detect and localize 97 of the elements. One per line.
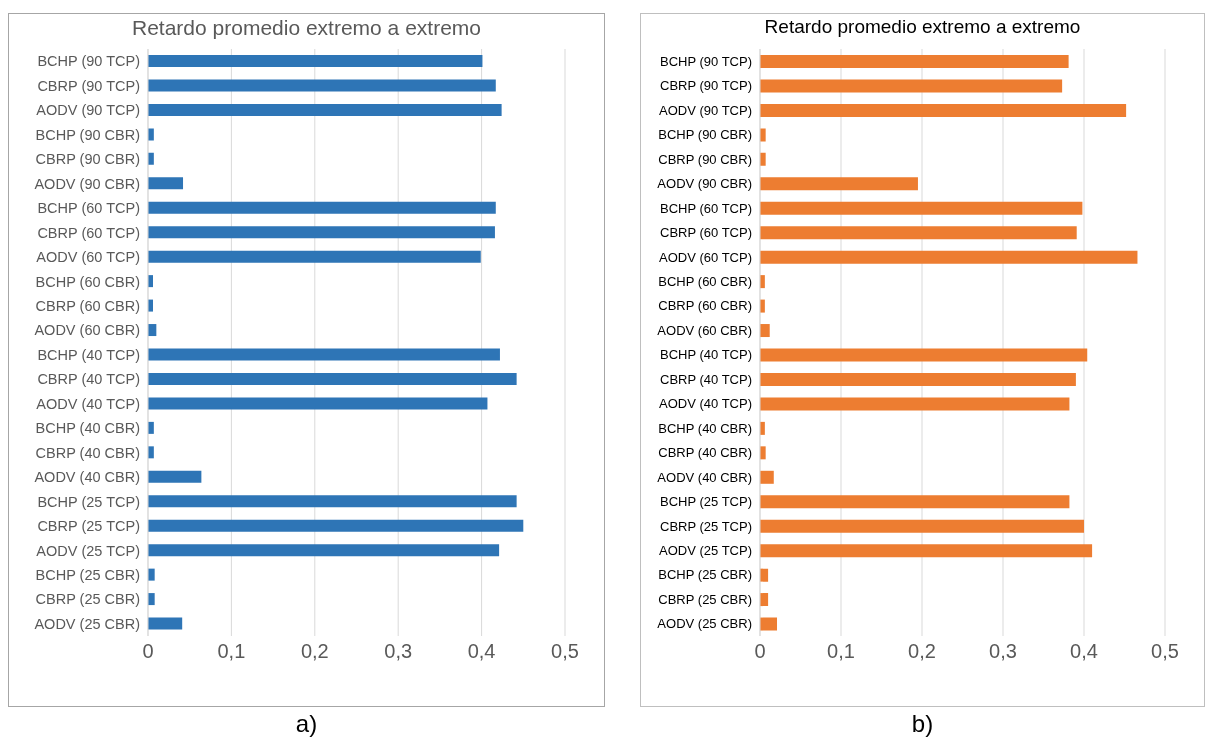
bar [760,397,1070,411]
y-tick-label: CBRP (60 TCP) [660,225,752,241]
y-tick-label: AODV (40 CBR) [34,469,140,486]
y-tick-label: CBRP (25 TCP) [37,518,140,535]
y-tick-label: BCHP (60 TCP) [37,200,140,217]
x-tick-label: 0,2 [908,640,936,663]
chart-title: Retardo promedio extremo a extremo [763,16,1082,38]
y-tick-label: CBRP (25 CBR) [35,591,140,608]
y-tick-label: BCHP (40 TCP) [660,347,752,363]
y-tick-label: AODV (90 CBR) [657,176,752,192]
bar [148,177,184,190]
bar [760,201,1083,215]
bar [148,372,517,385]
y-tick-label: BCHP (60 TCP) [660,200,752,216]
x-tick-label: 0,1 [827,640,855,663]
bar [760,324,770,338]
y-tick-label: CBRP (90 CBR) [658,151,752,167]
bar [148,79,496,92]
y-tick-label: BCHP (40 CBR) [658,420,752,436]
bar [148,226,495,239]
bar [760,348,1088,362]
bar [148,544,500,557]
y-tick-label: AODV (60 CBR) [34,322,140,339]
y-tick-label: BCHP (90 TCP) [37,53,140,70]
y-tick-label: CBRP (90 CBR) [35,151,140,168]
bar [760,495,1070,509]
bar [148,593,155,606]
y-tick-label: BCHP (25 CBR) [35,567,140,583]
y-tick-label: CBRP (25 CBR) [658,591,752,607]
y-tick-label: AODV (40 TCP) [659,396,752,412]
bar [760,470,774,484]
x-tick-label: 0,1 [217,640,246,663]
y-tick-label: AODV (25 CBR) [657,616,752,632]
bar [148,617,183,630]
bar [760,226,1077,240]
bar [760,177,918,191]
y-tick-label: AODV (60 CBR) [657,322,752,338]
y-tick-label: CBRP (90 TCP) [37,77,140,94]
text: b) [910,710,935,738]
y-tick-label: AODV (25 CBR) [34,615,140,632]
x-tick-label: 0,5 [551,640,579,663]
y-tick-label: CBRP (40 TCP) [660,371,752,387]
y-tick-label: CBRP (60 CBR) [658,298,752,314]
bar [760,55,1069,68]
bar [760,544,1093,558]
y-tick-label: AODV (60 TCP) [659,249,752,265]
text: a) [294,710,319,738]
y-tick-label: BCHP (90 TCP) [660,53,752,69]
x-tick-label: 0,4 [467,640,496,663]
y-tick-label: CBRP (40 TCP) [37,371,140,388]
bar [760,79,1063,93]
x-tick-label: 0,2 [300,640,329,663]
y-tick-label: AODV (90 CBR) [34,175,140,192]
y-tick-label: AODV (25 TCP) [659,543,752,559]
bar [760,519,1084,533]
y-tick-label: CBRP (60 TCP) [37,224,140,241]
y-tick-label: CBRP (60 CBR) [35,297,140,314]
bar [760,250,1138,264]
y-tick-label: AODV (40 CBR) [657,469,752,485]
x-tick-label: 0 [754,640,766,663]
chart-title: Retardo promedio extremo a extremo [131,16,482,40]
bar [148,568,155,581]
x-tick-label: 0 [142,640,154,663]
y-tick-label: BCHP (25 TCP) [660,494,752,510]
y-tick-label: AODV (25 TCP) [36,542,140,559]
bar [148,55,483,67]
bar [760,617,778,631]
bar [148,397,488,410]
bar [148,103,502,116]
x-tick-label: 0,5 [1151,640,1179,663]
y-tick-label: AODV (90 TCP) [36,102,140,119]
y-tick-label: CBRP (40 CBR) [658,445,752,461]
y-tick-label: AODV (40 TCP) [36,395,140,412]
x-tick-label: 0,3 [989,640,1017,663]
bar [148,250,481,263]
y-tick-label: AODV (60 TCP) [36,249,140,266]
y-tick-label: BCHP (40 TCP) [37,346,140,363]
y-tick-label: BCHP (25 TCP) [37,493,140,510]
bar [148,519,524,532]
bar [760,372,1076,386]
y-tick-label: BCHP (60 CBR) [35,273,140,290]
bar [760,103,1127,117]
y-tick-label: CBRP (90 TCP) [660,78,752,94]
bar [148,495,517,508]
y-tick-label: CBRP (40 CBR) [35,444,140,461]
bar [148,201,496,214]
y-tick-label: BCHP (90 CBR) [35,126,140,143]
bar [148,348,500,361]
y-tick-label: BCHP (25 CBR) [658,567,752,583]
y-tick-label: CBRP (25 TCP) [660,518,752,534]
y-tick-label: BCHP (60 CBR) [658,273,752,289]
y-tick-label: BCHP (40 CBR) [35,420,140,437]
x-tick-label: 0,3 [384,640,413,663]
y-tick-label: BCHP (90 CBR) [658,127,752,143]
y-tick-label: AODV (90 TCP) [659,102,752,118]
x-tick-label: 0,4 [1070,640,1098,663]
bar [148,470,202,483]
